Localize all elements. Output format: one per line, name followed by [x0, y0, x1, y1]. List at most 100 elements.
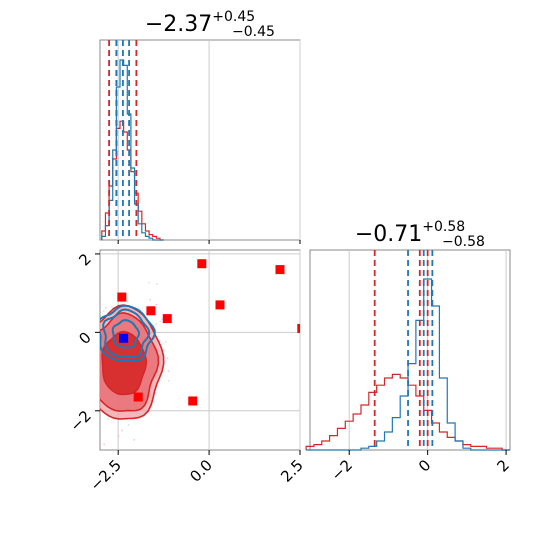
red-marker	[146, 306, 156, 316]
background-point	[80, 365, 82, 367]
background-point	[133, 438, 136, 441]
background-point	[83, 328, 85, 330]
hist1-quantile-lines	[108, 40, 138, 240]
background-point	[137, 307, 140, 310]
hist2-title-sub: −0.58	[442, 234, 485, 250]
blue-contour-middle	[102, 308, 151, 359]
background-point	[91, 367, 93, 369]
background-point	[121, 429, 123, 432]
background-point	[100, 295, 102, 298]
x-tick-label: 2.5	[277, 456, 307, 486]
y-tick-label: −2	[66, 407, 94, 435]
background-point	[162, 349, 165, 352]
background-point	[92, 394, 94, 396]
x-tick-label: −2	[328, 456, 356, 484]
background-point	[159, 320, 162, 323]
background-point	[93, 369, 95, 371]
scatter-panel: −2.5 0.0 2.5 −2 0 2	[66, 249, 307, 495]
background-point	[93, 354, 95, 356]
hist-panel-param1: −2.37+0.45 −0.45	[99, 9, 301, 244]
hist1-title: −2.37+0.45	[145, 9, 255, 37]
hist2-blue-series	[306, 278, 510, 451]
background-point	[92, 360, 94, 362]
x-tick-label: 2	[493, 456, 512, 475]
background-point	[111, 306, 113, 309]
background-point	[148, 281, 150, 284]
background-point	[127, 424, 130, 426]
background-point	[164, 341, 167, 344]
background-point	[94, 371, 96, 373]
background-point	[96, 316, 98, 318]
hist1-grid	[117, 40, 301, 244]
background-point	[107, 418, 109, 421]
hist-panel-param2: −2 0 2 −0.71+0.58 −0.58	[305, 219, 513, 484]
red-marker	[188, 396, 198, 406]
background-point	[84, 354, 86, 356]
background-point	[102, 310, 105, 312]
red-contour-inner	[101, 330, 148, 396]
hist1-title-sup: +0.45	[212, 9, 255, 25]
red-marker	[117, 292, 127, 302]
hist2-title: −0.71+0.58	[355, 219, 465, 247]
background-point	[96, 350, 98, 352]
background-point	[90, 363, 92, 365]
background-point	[156, 282, 159, 285]
background-point	[83, 389, 85, 391]
y-axis-ticks-param2: −2 0 2	[66, 250, 100, 435]
y-tick-label: 2	[75, 250, 94, 269]
hist-panel-param1-frame	[99, 39, 301, 241]
blue-contour-outer	[100, 304, 156, 362]
x-axis-ticks-param2: −2 0 2	[328, 450, 513, 484]
red-marker	[297, 323, 300, 333]
red-marker	[197, 259, 207, 269]
red-marker	[215, 300, 225, 310]
background-point	[149, 298, 152, 301]
red-marker	[275, 265, 285, 275]
background-point	[97, 392, 99, 394]
x-axis-ticks-param1: −2.5 0.0 2.5	[87, 450, 307, 495]
background-point	[117, 435, 120, 437]
hist2-red-series	[305, 373, 510, 451]
x-tick-label: 0.0	[186, 456, 216, 486]
background-point	[155, 303, 158, 306]
blue-marker	[119, 333, 129, 343]
hist2-title-sup: +0.58	[422, 219, 465, 235]
background-point	[91, 304, 93, 306]
background-point	[167, 370, 170, 372]
x-tick-label: 0	[415, 456, 434, 475]
background-point	[90, 360, 92, 362]
scatter-markers	[117, 259, 300, 406]
hist1-red-series	[101, 120, 164, 241]
background-point	[97, 386, 99, 388]
blue-contours	[100, 304, 156, 362]
background-point	[93, 349, 95, 351]
hist1-title-sub: −0.45	[232, 24, 275, 40]
red-marker	[162, 314, 172, 324]
hist2-quantile-lines	[373, 250, 434, 450]
hist1-title-main: −2.37	[145, 12, 212, 37]
x-tick-label: −2.5	[87, 456, 125, 494]
background-point	[91, 329, 93, 331]
background-point	[126, 300, 129, 303]
background-point	[161, 318, 163, 321]
background-point	[91, 386, 93, 388]
background-point	[88, 305, 90, 307]
hist1-blue-series	[101, 59, 164, 241]
background-point	[97, 420, 99, 422]
background-point	[77, 375, 79, 377]
background-point	[77, 404, 79, 406]
background-point	[103, 443, 106, 446]
background-point	[155, 322, 157, 325]
background-point	[93, 374, 95, 376]
background-point	[92, 318, 94, 320]
hist2-title-main: −0.71	[355, 222, 422, 247]
hist-panel-param2-frame	[309, 249, 511, 451]
background-point	[166, 357, 169, 360]
background-point	[97, 357, 99, 359]
red-marker	[133, 392, 143, 402]
red-contours	[100, 304, 165, 420]
y-tick-label: 0	[75, 328, 94, 347]
background-point	[104, 306, 107, 309]
background-point	[98, 328, 100, 330]
